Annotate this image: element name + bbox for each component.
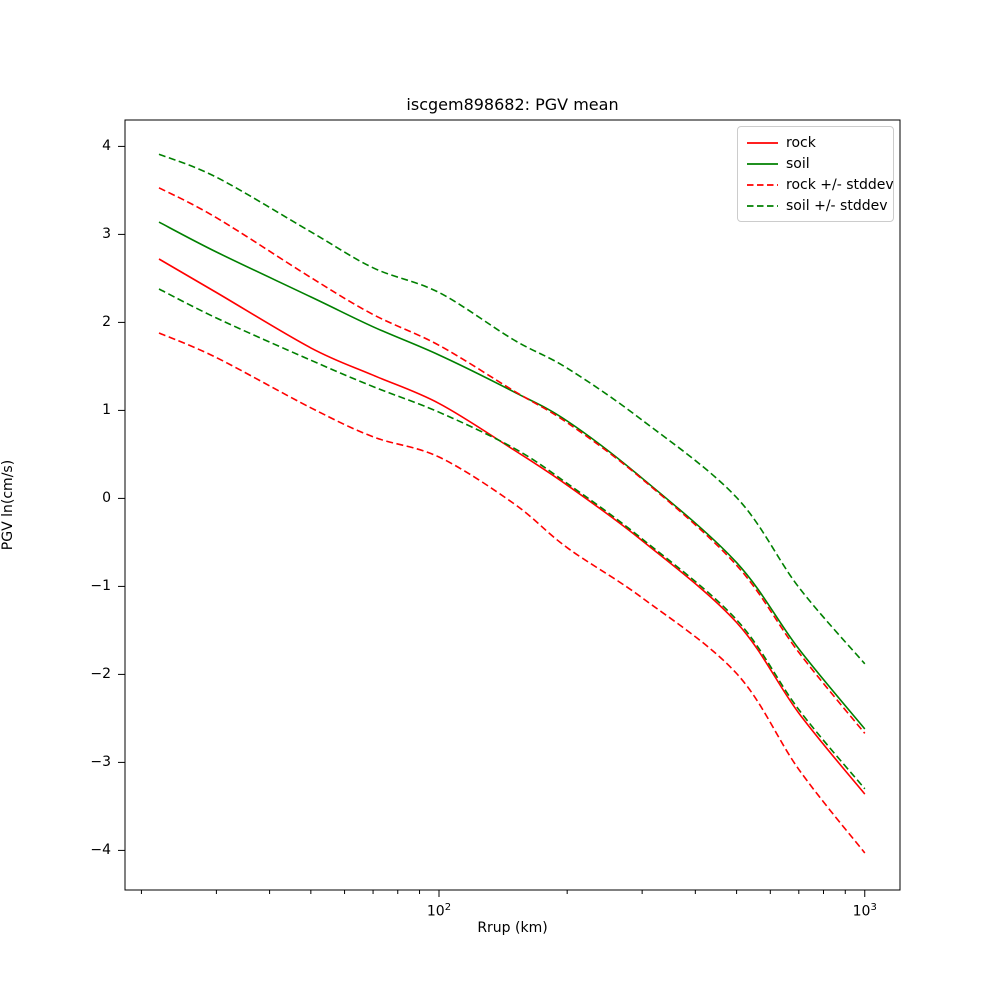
y-tick-label: 4 <box>102 138 111 155</box>
y-tick-label: −3 <box>90 754 111 771</box>
axes-frame <box>124 119 901 891</box>
legend-item-rock: rock <box>747 132 885 153</box>
curve-rock-stddev <box>158 187 866 734</box>
legend-line-sample <box>747 183 778 186</box>
legend-line-sample <box>747 204 778 207</box>
legend-label: rock <box>786 134 816 151</box>
legend-line-sample <box>747 141 778 144</box>
legend-item-rock-stddev: rock +/- stddev <box>747 174 894 195</box>
legend-box: rock soil rock +/- stddev soil +/- stddev <box>737 126 894 222</box>
curve-rock <box>158 258 866 795</box>
legend-label: soil <box>786 155 810 172</box>
legend-item-soil: soil <box>747 153 885 174</box>
curve-soil-stddev <box>158 288 866 790</box>
y-tick-label: −2 <box>90 666 111 683</box>
x-axis-label: Rrup (km) <box>477 920 548 936</box>
y-tick-label: 1 <box>102 402 111 419</box>
y-tick-label: −4 <box>90 842 111 859</box>
legend-label: rock +/- stddev <box>786 176 894 193</box>
legend-line-sample <box>747 162 778 165</box>
curve-soil-stddev <box>158 153 866 665</box>
y-axis-label: PGV ln(cm/s) <box>0 459 16 551</box>
legend-item-soil-stddev: soil +/- stddev <box>747 195 888 216</box>
curve-rock-stddev <box>158 332 866 854</box>
x-tick-label: 102 <box>426 902 452 920</box>
legend-label: soil +/- stddev <box>786 197 888 214</box>
chart-title: iscgem898682: PGV mean <box>406 95 619 114</box>
y-tick-label: 2 <box>102 314 111 331</box>
x-tick-label: 103 <box>852 902 877 920</box>
y-tick-label: −1 <box>90 578 111 595</box>
y-tick-label: 0 <box>102 490 111 507</box>
y-tick-label: 3 <box>102 226 111 243</box>
curve-soil <box>158 221 866 730</box>
